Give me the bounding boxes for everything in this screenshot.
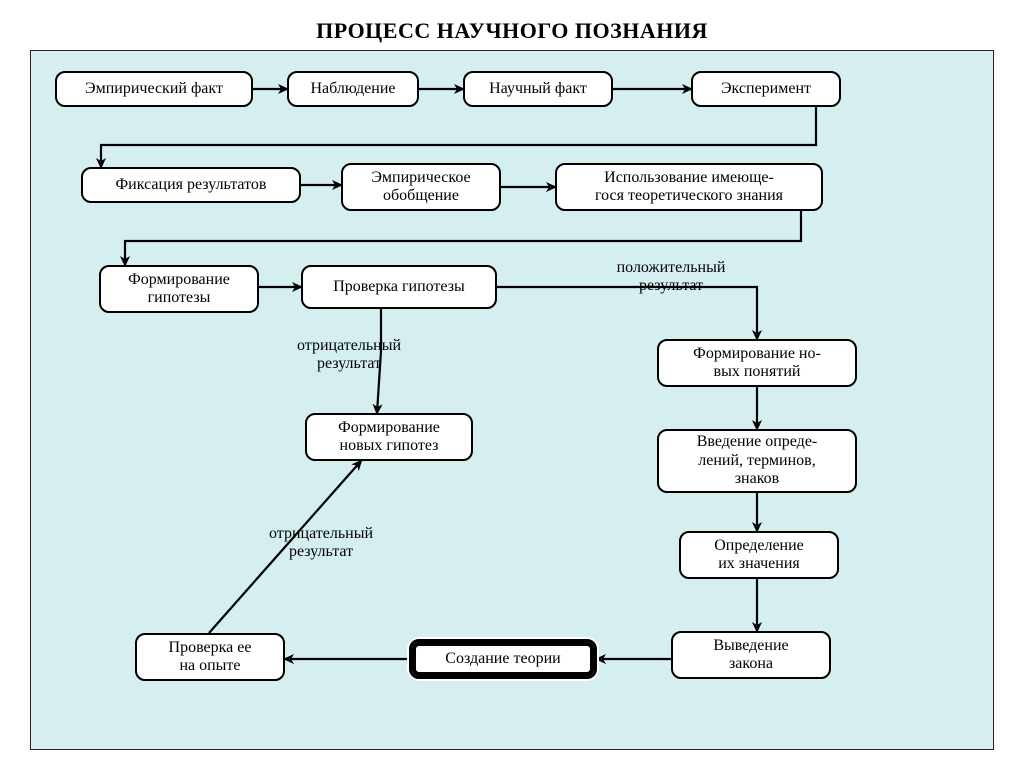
node-n11: Формированиеновых гипотез [305, 413, 473, 461]
node-n6: Эмпирическоеобобщение [341, 163, 501, 211]
label-l_neg2: отрицательныйрезультат [241, 525, 401, 560]
node-n13: Определениеих значения [679, 531, 839, 579]
label-l_pos: положительныйрезультат [591, 259, 751, 294]
node-n14: Выведениезакона [671, 631, 831, 679]
edge-n7-n8 [125, 211, 801, 265]
node-n4: Эксперимент [691, 71, 841, 107]
diagram-canvas: Эмпирический факт Наблюдение Научный факт Э… [30, 50, 994, 750]
node-n8: Формированиегипотезы [99, 265, 259, 313]
diagram-title: ПРОЦЕСС НАУЧНОГО ПОЗНАНИЯ [0, 18, 1024, 44]
edge-n9-n10 [497, 287, 757, 339]
node-n1: Эмпирический факт [55, 71, 253, 107]
node-n7: Использование имеюще-гося теоретического… [555, 163, 823, 211]
node-n12: Введение опреде-лений, терминов,знаков [657, 429, 857, 493]
node-n15: Создание теории [409, 639, 597, 679]
node-n16: Проверка еена опыте [135, 633, 285, 681]
node-n9: Проверка гипотезы [301, 265, 497, 309]
label-l_neg1: отрицательныйрезультат [269, 337, 429, 372]
node-n2: Наблюдение [287, 71, 419, 107]
node-n10: Формирование но-вых понятий [657, 339, 857, 387]
node-n5: Фиксация результатов [81, 167, 301, 203]
node-n3: Научный факт [463, 71, 613, 107]
edge-n4-n5 [101, 107, 816, 167]
